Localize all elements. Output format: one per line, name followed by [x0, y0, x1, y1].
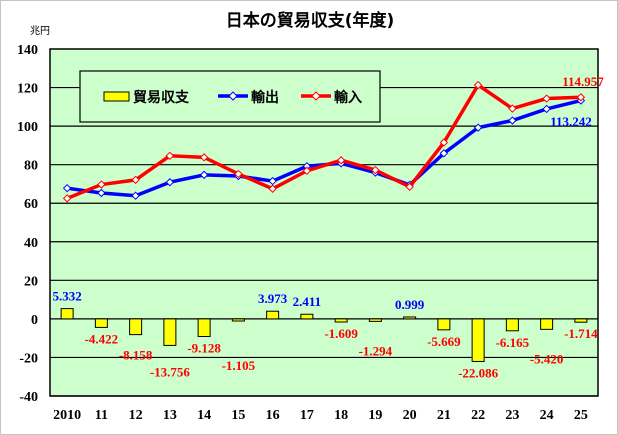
data-label-balance: -22.086 — [458, 365, 499, 380]
y-tick-label: 40 — [24, 236, 38, 251]
legend-label-balance: 貿易収支 — [133, 89, 190, 106]
marker-exports — [439, 149, 449, 158]
y-tick-label: 60 — [24, 197, 38, 212]
marker-exports — [165, 178, 175, 187]
data-label-balance: -1.105 — [222, 358, 256, 373]
legend-marker-exports — [228, 91, 238, 101]
y-tick-label: 100 — [17, 120, 38, 135]
marker-imports — [131, 175, 140, 185]
data-label-balance: 3.973 — [258, 291, 288, 306]
marker-exports — [199, 170, 209, 180]
y-tick-label: 20 — [24, 274, 38, 289]
data-label-balance: -8.158 — [119, 348, 153, 363]
data-label-balance: -1.294 — [359, 343, 393, 358]
bar-trade-balance — [334, 318, 348, 323]
data-label-balance: -6.165 — [496, 335, 530, 350]
x-tick-label: 16 — [266, 408, 280, 423]
bar-trade-balance — [231, 318, 245, 322]
marker-exports — [473, 123, 483, 132]
x-tick-label: 14 — [197, 408, 211, 423]
legend: 貿易収支 輸出 輸入 — [79, 70, 381, 123]
bar-trade-balance — [471, 318, 485, 362]
marker-imports — [508, 104, 517, 113]
y-tick-label: -40 — [19, 390, 38, 405]
bar-trade-balance — [60, 308, 74, 320]
data-label-balance: 0.999 — [395, 297, 425, 312]
marker-imports — [336, 156, 346, 165]
data-label-balance: 2.411 — [293, 294, 322, 309]
marker-imports — [405, 182, 414, 192]
marker-exports — [542, 104, 551, 114]
x-tick-label: 13 — [163, 408, 177, 423]
y-tick-label: 120 — [17, 82, 38, 97]
x-tick-label: 2010 — [53, 408, 81, 423]
marker-imports — [302, 166, 312, 176]
x-tick-label: 20 — [403, 408, 417, 423]
marker-imports — [439, 138, 449, 147]
legend-label-imports: 輸入 — [334, 89, 362, 106]
x-tick-label: 21 — [437, 408, 451, 423]
y-axis-unit: 兆円 — [30, 25, 50, 37]
marker-imports — [97, 180, 106, 189]
y-tick-label: 140 — [17, 43, 38, 58]
bar-trade-balance — [540, 318, 554, 330]
data-label-balance: -1.609 — [324, 326, 358, 341]
marker-imports — [165, 151, 175, 161]
bar-trade-balance — [197, 318, 211, 337]
data-label-balance: -1.714 — [564, 326, 598, 341]
marker-imports — [234, 169, 243, 179]
marker-exports — [508, 116, 517, 125]
bar-trade-balance — [368, 318, 382, 322]
x-tick-label: 24 — [540, 408, 554, 423]
x-tick-label: 23 — [505, 408, 519, 423]
legend-label-exports: 輸出 — [251, 89, 279, 106]
legend-marker-imports — [311, 91, 321, 101]
marker-exports — [268, 176, 277, 186]
x-tick-label: 25 — [574, 408, 588, 423]
x-tick-label: 18 — [334, 408, 348, 423]
y-tick-label: -20 — [19, 351, 38, 366]
bar-trade-balance — [129, 318, 143, 336]
marker-exports — [131, 191, 140, 200]
bar-trade-balance — [266, 310, 280, 320]
marker-imports — [371, 165, 380, 175]
end-label-imports: 114.957 — [562, 74, 604, 89]
marker-exports — [97, 188, 106, 198]
bar-trade-balance — [505, 318, 519, 332]
marker-imports — [62, 194, 72, 203]
bar-trade-balance — [300, 313, 314, 320]
marker-imports — [542, 94, 551, 103]
marker-imports — [473, 80, 483, 90]
bar-trade-balance — [163, 318, 177, 346]
line-imports — [66, 82, 581, 201]
data-label-balance: -4.422 — [85, 331, 119, 346]
data-label-balance: 5.332 — [53, 289, 82, 304]
y-tick-label: 0 — [31, 313, 38, 328]
legend-swatch-balance — [103, 91, 130, 102]
data-label-balance: -13.756 — [150, 364, 191, 379]
y-tick-label: 80 — [24, 159, 38, 174]
bar-trade-balance — [437, 318, 451, 331]
data-label-balance: -5.420 — [530, 351, 564, 366]
data-label-balance: -9.128 — [187, 340, 221, 355]
x-tick-label: 19 — [368, 408, 382, 423]
x-tick-label: 17 — [300, 408, 314, 423]
marker-imports — [199, 153, 209, 162]
bar-trade-balance — [403, 316, 417, 320]
x-tick-label: 15 — [231, 408, 245, 423]
x-tick-label: 12 — [129, 408, 143, 423]
end-label-exports: 113.242 — [550, 114, 592, 129]
marker-imports — [268, 184, 277, 193]
bar-trade-balance — [574, 318, 588, 323]
bar-trade-balance — [94, 318, 108, 328]
marker-exports — [62, 183, 72, 193]
x-tick-label: 11 — [95, 408, 108, 423]
chart-title: 日本の貿易収支(年度) — [226, 10, 395, 31]
x-tick-label: 22 — [471, 408, 485, 423]
data-label-balance: -5.669 — [427, 334, 461, 349]
marker-imports — [576, 93, 586, 102]
